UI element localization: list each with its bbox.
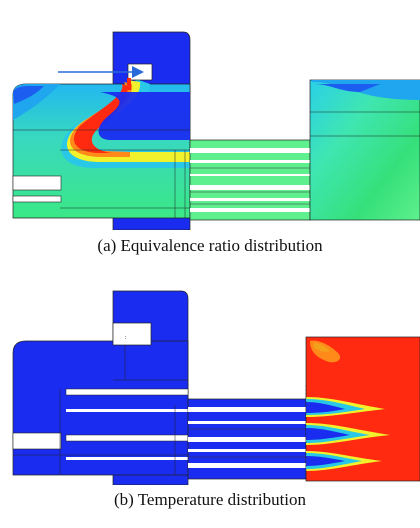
chamber-core xyxy=(98,92,190,140)
nozzle xyxy=(112,322,152,346)
inlet-arrowhead xyxy=(132,66,144,78)
caption-equivalence-ratio: (a) Equivalence ratio distribution xyxy=(97,236,323,255)
equivalence-ratio-contour xyxy=(0,0,420,230)
mid-channels xyxy=(189,139,311,221)
temperature-plot: : xyxy=(12,290,420,485)
right-chamber xyxy=(309,79,420,221)
jet-plume-red xyxy=(74,84,128,153)
equivalence-ratio-plot xyxy=(12,31,420,230)
cold-jets xyxy=(306,397,390,471)
temperature-contour: : xyxy=(0,285,420,485)
caption-temperature: (b) Temperature distribution xyxy=(113,490,307,509)
svg-text::: : xyxy=(124,335,127,341)
